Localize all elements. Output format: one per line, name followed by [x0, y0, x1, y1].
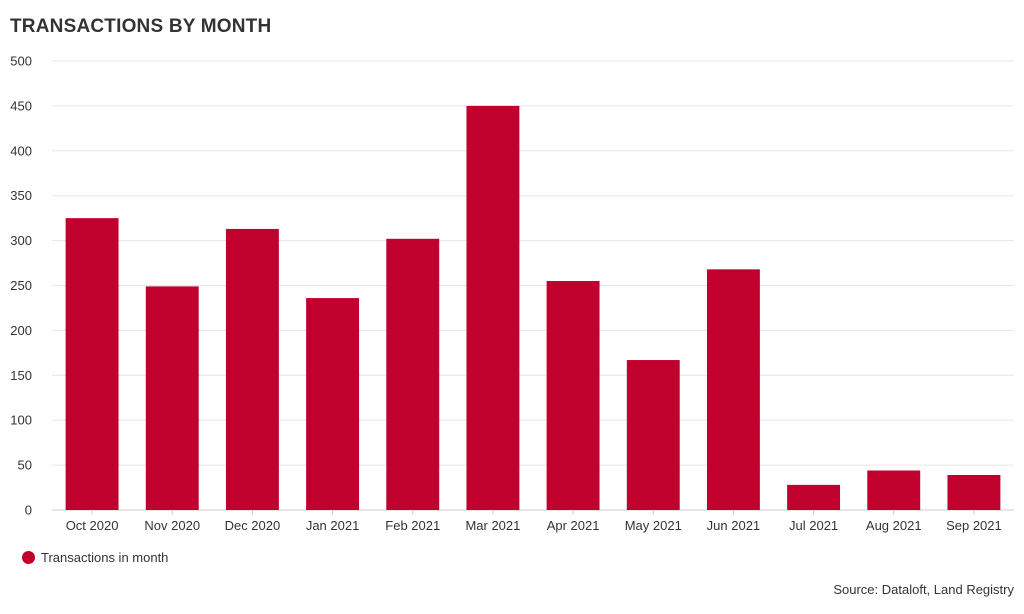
legend-label: Transactions in month	[41, 550, 169, 565]
x-tick-label: Dec 2020	[225, 518, 281, 533]
bar[interactable]	[867, 470, 921, 510]
bar[interactable]	[65, 218, 119, 510]
bar[interactable]	[546, 281, 600, 510]
chart-title: TRANSACTIONS BY MONTH	[10, 16, 272, 37]
bar[interactable]	[466, 105, 520, 511]
x-tick-label: Oct 2020	[66, 518, 119, 533]
bar[interactable]	[386, 238, 440, 510]
y-tick-label: 150	[10, 368, 32, 383]
source-note: Source: Dataloft, Land Registry	[833, 582, 1014, 597]
legend-marker-icon	[22, 551, 35, 564]
gridlines	[52, 60, 1014, 511]
bar[interactable]	[225, 228, 279, 510]
y-axis-ticks: 0 50 100 150 200 250 300 350 400 450 500	[10, 54, 32, 518]
bar[interactable]	[306, 298, 360, 510]
chart-legend[interactable]: Transactions in month	[22, 550, 168, 565]
x-tick-label: Nov 2020	[144, 518, 200, 533]
bars	[65, 105, 1001, 511]
x-tick-label: Jul 2021	[789, 518, 838, 533]
y-tick-label: 200	[10, 323, 32, 338]
x-tick-label: May 2021	[625, 518, 682, 533]
x-tick-label: Aug 2021	[866, 518, 922, 533]
y-tick-label: 350	[10, 188, 32, 203]
y-tick-label: 400	[10, 143, 32, 158]
x-tick-label: Jun 2021	[707, 518, 761, 533]
x-tick-label: Mar 2021	[465, 518, 520, 533]
y-tick-label: 250	[10, 278, 32, 293]
x-tick-label: Feb 2021	[385, 518, 440, 533]
y-tick-label: 500	[10, 54, 32, 69]
bar[interactable]	[626, 360, 680, 510]
x-tick-label: Sep 2021	[946, 518, 1002, 533]
x-axis-ticks: Oct 2020 Nov 2020 Dec 2020 Jan 2021 Feb 2021…	[66, 510, 1002, 533]
y-tick-label: 100	[10, 413, 32, 428]
bar[interactable]	[706, 269, 760, 510]
x-tick-label: Jan 2021	[306, 518, 360, 533]
y-tick-label: 0	[25, 503, 32, 518]
bar[interactable]	[787, 484, 841, 510]
y-tick-label: 50	[18, 458, 32, 473]
y-tick-label: 300	[10, 233, 32, 248]
y-tick-label: 450	[10, 98, 32, 113]
bar[interactable]	[947, 474, 1001, 510]
bar[interactable]	[145, 286, 199, 510]
x-tick-label: Apr 2021	[547, 518, 600, 533]
